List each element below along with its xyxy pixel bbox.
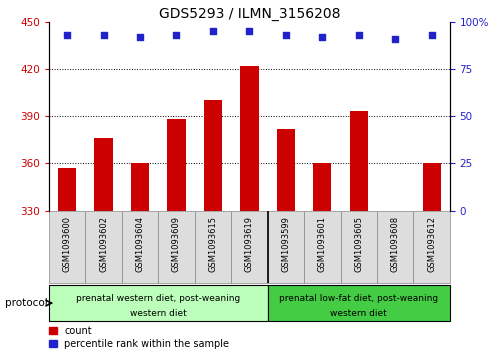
Point — [136, 34, 143, 40]
Bar — [194, 211, 231, 283]
Text: GSM1093615: GSM1093615 — [208, 216, 217, 272]
Text: GSM1093619: GSM1093619 — [244, 216, 253, 272]
Bar — [312, 163, 331, 211]
Bar — [349, 111, 367, 211]
Bar — [58, 168, 76, 211]
Title: GDS5293 / ILMN_3156208: GDS5293 / ILMN_3156208 — [158, 7, 340, 21]
Bar — [304, 211, 340, 283]
Bar — [240, 66, 258, 211]
Text: western diet: western diet — [330, 309, 386, 318]
Point — [390, 36, 398, 42]
Point — [245, 28, 253, 34]
Bar — [267, 285, 449, 321]
Bar — [412, 211, 449, 283]
Text: GSM1093600: GSM1093600 — [62, 216, 71, 272]
Point — [100, 32, 107, 38]
Text: GSM1093602: GSM1093602 — [99, 216, 108, 272]
Bar — [49, 285, 267, 321]
Text: prenatal western diet, post-weaning: prenatal western diet, post-weaning — [76, 294, 240, 303]
Bar — [203, 101, 222, 211]
Bar — [267, 211, 304, 283]
Bar — [94, 138, 112, 211]
Text: prenatal low-fat diet, post-weaning: prenatal low-fat diet, post-weaning — [279, 294, 437, 303]
Bar — [131, 163, 149, 211]
Point — [63, 32, 71, 38]
Point — [427, 32, 435, 38]
Point — [354, 32, 362, 38]
Text: GSM1093609: GSM1093609 — [172, 216, 181, 272]
Text: GSM1093608: GSM1093608 — [390, 216, 399, 273]
Bar — [276, 129, 294, 211]
Bar — [422, 163, 440, 211]
Legend: count, percentile rank within the sample: count, percentile rank within the sample — [49, 326, 229, 349]
Text: GSM1093601: GSM1093601 — [317, 216, 326, 272]
Bar — [231, 211, 267, 283]
Point — [318, 34, 325, 40]
Bar — [122, 211, 158, 283]
Point — [282, 32, 289, 38]
Point — [172, 32, 180, 38]
Text: protocol: protocol — [5, 298, 47, 308]
Bar — [340, 211, 376, 283]
Bar — [167, 119, 185, 211]
Text: GSM1093599: GSM1093599 — [281, 216, 290, 272]
Text: GSM1093605: GSM1093605 — [353, 216, 363, 272]
Bar — [158, 211, 194, 283]
Text: GSM1093604: GSM1093604 — [135, 216, 144, 272]
Bar — [85, 211, 122, 283]
Text: western diet: western diet — [130, 309, 186, 318]
Point — [208, 28, 216, 34]
Bar — [49, 211, 85, 283]
Text: GSM1093612: GSM1093612 — [427, 216, 435, 272]
Bar — [376, 211, 412, 283]
